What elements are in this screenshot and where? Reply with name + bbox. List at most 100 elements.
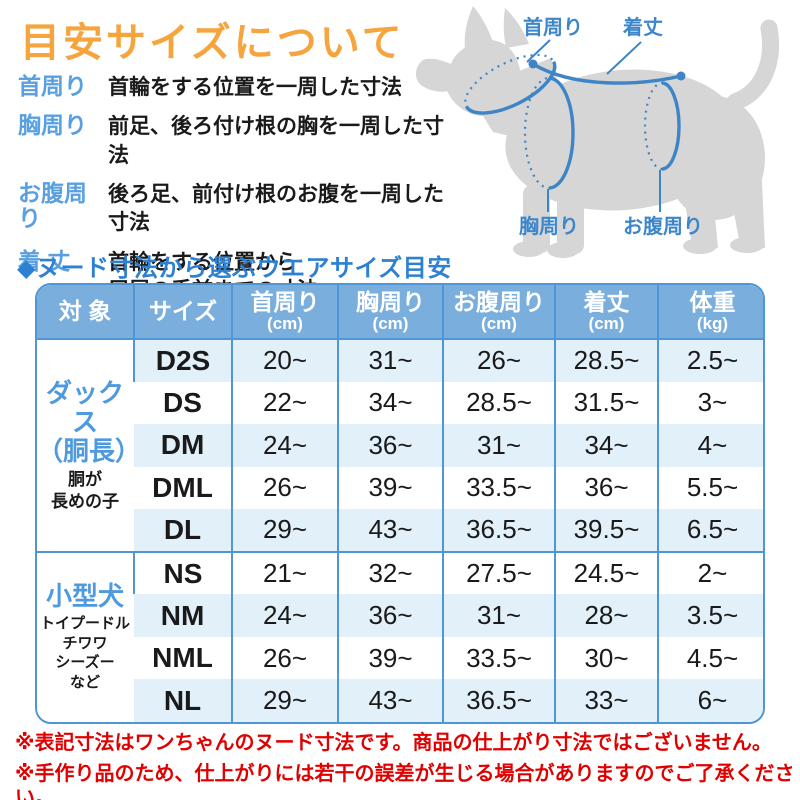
value-cell: 43~ (337, 509, 443, 552)
dog-silhouette (415, 6, 779, 258)
note-line: ※表記寸法はワンちゃんのヌード寸法です。商品の仕上がり寸法ではございません。 (15, 732, 772, 754)
value-cell: 30~ (554, 636, 658, 680)
chest-measure-ellipse (523, 76, 575, 190)
back-length-line (528, 59, 686, 85)
value-cell: 32~ (337, 550, 443, 595)
value-cell: 26~ (231, 466, 338, 510)
legend-row-belly: お腹周り 後ろ足、前付け根のお腹を一周した寸法 (18, 180, 448, 238)
col-header-size: サイズ (133, 285, 232, 340)
table-row: DS 22~ 34~ 28.5~ 31.5~ 3~ (37, 381, 763, 425)
legend-term: 着 丈 (18, 247, 71, 274)
legend-desc: 首輪をする位置を一周した寸法 (108, 76, 402, 99)
value-cell: 31.5~ (554, 381, 658, 425)
belly-measure-ellipse (643, 81, 681, 171)
legend-row-neck: 首周り 首輪をする位置を一周した寸法 (18, 73, 448, 102)
value-cell: 33.5~ (442, 466, 555, 510)
size-cell: NML (152, 642, 213, 674)
value-cell: 36.5~ (442, 679, 555, 722)
legend-term: 首周り (18, 73, 87, 99)
size-cell: D2S (133, 339, 232, 382)
col-header-neck: 首周り (cm) (231, 285, 338, 340)
col-header-belly: お腹周り (cm) (442, 285, 555, 340)
footer-notes: ※表記寸法はワンちゃんのヌード寸法です。商品の仕上がり寸法ではございません。 ※… (15, 731, 800, 800)
value-cell: 29~ (231, 509, 338, 552)
value-cell: 36.5~ (442, 509, 555, 552)
legend-term: お腹周り (18, 180, 87, 232)
page-title: 目安サイズについて (20, 21, 405, 65)
diagram-back-length-label: 着丈 (622, 15, 663, 39)
value-cell: 3.5~ (657, 594, 763, 637)
group-cell-dachshund: ダックス （胴長） 胴が 長めの子 (37, 339, 141, 552)
value-cell: 2.5~ (657, 339, 763, 382)
value-cell: 39~ (337, 636, 443, 680)
value-cell: 39.5~ (554, 509, 658, 552)
legend-desc: 後ろ足、前付け根のお腹を一周した寸法 (108, 183, 444, 235)
size-cell: NM (134, 594, 232, 637)
value-cell: 34~ (337, 381, 443, 425)
size-cell: DL (134, 509, 232, 552)
size-cell: DM (134, 424, 232, 467)
size-cell: DS (163, 386, 202, 418)
value-cell: 36~ (337, 424, 443, 467)
value-cell: 36~ (337, 594, 443, 637)
table-section-title: ◆ヌード寸法から選ぶウエアサイズ目安 (17, 255, 452, 282)
legend-row-chest: 胸周り 前足、後ろ付け根の胸を一周した寸法 (18, 113, 448, 170)
value-cell: 24~ (231, 424, 338, 467)
value-cell: 4.5~ (657, 636, 763, 680)
value-cell: 2~ (657, 550, 763, 595)
value-cell: 34~ (554, 424, 658, 467)
value-cell: 5.5~ (657, 466, 763, 510)
value-cell: 6~ (657, 679, 763, 722)
value-cell: 27.5~ (442, 550, 555, 595)
col-header-chest: 胸周り (cm) (337, 285, 443, 340)
table-row: ダックス （胴長） 胴が 長めの子 D2S 20~ 31~ 26~ 28.5~ … (37, 339, 763, 552)
value-cell: 21~ (231, 550, 338, 595)
col-header-weight: 体重 (kg) (657, 285, 763, 340)
value-cell: 31~ (442, 424, 555, 467)
size-cell: NS (133, 550, 232, 595)
value-cell: 26~ (442, 339, 555, 382)
legend-desc: 前足、後ろ付け根の胸を一周した寸法 (108, 115, 444, 167)
diagram-belly-label: お腹周り (623, 214, 703, 238)
leader-lines (526, 39, 661, 212)
value-cell: 33~ (554, 679, 658, 722)
table-row: NM 24~ 36~ 31~ 28~ 3.5~ (37, 594, 763, 637)
legend-term: 胸周り (18, 112, 87, 139)
value-cell: 26~ (231, 636, 338, 680)
table-row: DL 29~ 43~ 36.5~ 39.5~ 6.5~ (37, 509, 763, 552)
value-cell: 28.5~ (442, 381, 555, 425)
size-table: 対 象 サイズ 首周り (cm) 胸周り (cm) お腹周り (cm) 着丈 (cm) … (35, 283, 765, 724)
table-row: DML 26~ 39~ 33.5~ 36~ 5.5~ (37, 466, 763, 510)
value-cell: 20~ (231, 339, 338, 382)
value-cell: 6.5~ (657, 509, 763, 552)
value-cell: 43~ (337, 679, 443, 722)
note-line: ※手作り品のため、仕上がりには若干の誤差が生じる場合がありますのでご了承ください… (15, 763, 795, 800)
diagram-chest-label: 胸周り (519, 214, 579, 238)
table-row: NML 26~ 39~ 33.5~ 30~ 4.5~ (37, 636, 763, 680)
value-cell: 24~ (231, 594, 338, 637)
diagram-neck-label: 首周り (523, 15, 583, 39)
value-cell: 29~ (231, 679, 338, 722)
dog-measurement-diagram: 首周り 着丈 胸周り お腹周り (415, 6, 779, 258)
legend-desc-line1: 首輪をする位置から (108, 250, 297, 274)
col-header-target: 対 象 (37, 285, 134, 340)
value-cell: 22~ (231, 381, 338, 425)
table-row: 小型犬 トイプードル チワワ シーズー など NS 21~ 32~ 27.5~ … (37, 550, 763, 722)
value-cell: 39~ (337, 466, 443, 510)
value-cell: 31~ (337, 339, 443, 382)
table-row: DM 24~ 36~ 31~ 34~ 4~ (37, 424, 763, 467)
value-cell: 31~ (442, 594, 555, 637)
value-cell: 4~ (657, 424, 763, 467)
size-cell: DML (152, 471, 213, 503)
value-cell: 36~ (554, 466, 658, 510)
value-cell: 24.5~ (554, 550, 658, 595)
value-cell: 28~ (554, 594, 658, 637)
value-cell: 33.5~ (442, 636, 555, 680)
table-row: NL 29~ 43~ 36.5~ 33~ 6~ (37, 679, 763, 722)
group-cell-small-dog: 小型犬 トイプードル チワワ シーズー など (37, 550, 134, 722)
table-header-row: 対 象 サイズ 首周り (cm) 胸周り (cm) お腹周り (cm) 着丈 (cm) … (37, 285, 763, 340)
value-cell: 3~ (657, 381, 763, 425)
value-cell: 28.5~ (554, 339, 658, 382)
col-header-length: 着丈 (cm) (554, 285, 658, 340)
